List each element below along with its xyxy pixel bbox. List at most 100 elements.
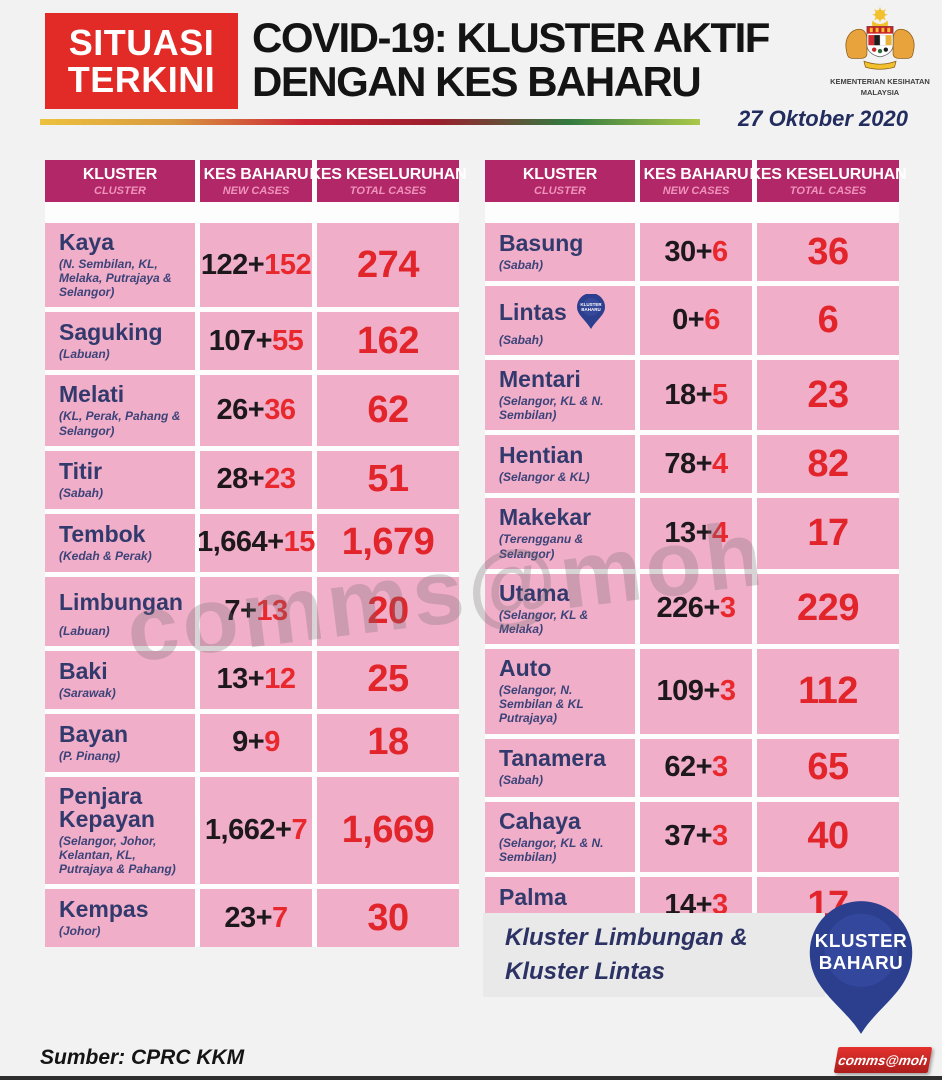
new-cases-cell: 9+ 9: [200, 713, 312, 772]
total-cases-value: 36: [807, 230, 849, 273]
previous-cases-value: 109+: [656, 674, 721, 707]
total-cases-cell: 51: [317, 450, 459, 509]
new-cases-value: 13: [256, 594, 288, 627]
cluster-location: (KL, Perak, Pahang & Selangor): [59, 409, 181, 438]
total-cases-value: 274: [357, 243, 419, 286]
cluster-name: Palma: [499, 883, 567, 910]
header-kes-baharu-label: KES BAHARU: [203, 165, 309, 183]
total-cases-value: 40: [807, 815, 849, 858]
total-cases-cell: 36: [757, 223, 899, 281]
cluster-location: (Terengganu & Selangor): [499, 532, 584, 561]
cluster-location: (Labuan): [59, 623, 110, 638]
cluster-name: Lintas: [499, 298, 567, 325]
cluster-name-cell: Auto (Selangor, N. Sembilan & KL Putraja…: [485, 649, 635, 734]
new-cases-cell: 18+ 5: [640, 360, 752, 431]
comms-moh-label: comms@moh: [837, 1052, 929, 1068]
total-cases-cell: 82: [757, 435, 899, 494]
cluster-name-cell: Limbungan KLUSTER BAHARU (Labuan): [45, 576, 195, 646]
cluster-name-cell: Kaya (N. Sembilan, KL, Melaka, Putrajaya…: [45, 223, 195, 308]
new-cases-cell: 62+ 3: [640, 738, 752, 797]
total-cases-cell: 18: [317, 713, 459, 772]
new-cases-value: 3: [719, 592, 736, 625]
comms-moh-badge: comms@moh: [833, 1047, 933, 1073]
cluster-name-cell: Saguking (Labuan): [45, 312, 195, 371]
column-header-kes-keseluruhan: KES KESELURUHAN TOTAL CASES: [749, 160, 907, 202]
cluster-location: (Labuan): [59, 347, 110, 362]
total-cases-value: 1,669: [341, 809, 435, 852]
new-cases-cell: 13+ 4: [640, 498, 752, 569]
header-kluster-label: KLUSTER: [522, 165, 598, 183]
header-total-cases-sublabel: TOTAL CASES: [789, 184, 867, 197]
total-cases-cell: 25: [317, 650, 459, 709]
cluster-location: (Selangor, KL & N. Sembilan): [499, 394, 604, 423]
new-cases-value: 15: [283, 526, 316, 559]
new-cases-value: 6: [712, 235, 728, 268]
column-header-kluster: KLUSTER CLUSTER: [45, 160, 195, 202]
note-line2: Kluster Lintas: [505, 958, 666, 985]
column-header-kluster: KLUSTER CLUSTER: [485, 160, 635, 202]
total-cases-cell: 30: [317, 889, 459, 948]
title-line1: COVID-19: KLUSTER AKTIF: [252, 14, 770, 61]
new-cases-cell: 37+ 3: [640, 801, 752, 872]
cluster-name-cell: Basung (Sabah): [485, 223, 635, 281]
cluster-name-cell: Penjara Kepayan (Selangor, Johor, Kelant…: [45, 776, 195, 885]
new-cases-value: 12: [264, 663, 296, 696]
header-cluster-sublabel: CLUSTER: [534, 184, 586, 197]
header-kes-baharu-label: KES BAHARU: [643, 165, 749, 183]
cluster-name: Penjara Kepayan: [59, 782, 155, 832]
cluster-location: (Sarawak): [59, 685, 116, 700]
total-cases-cell: 23: [757, 360, 899, 431]
title-line2: DENGAN KES BAHARU: [252, 57, 702, 105]
total-cases-value: 162: [357, 319, 419, 362]
previous-cases-value: 26+: [216, 394, 265, 427]
report-date: 27 Oktober 2020: [738, 106, 908, 131]
header-kluster-label: KLUSTER: [82, 165, 158, 183]
new-cases-value: 4: [712, 517, 728, 550]
cluster-name: Baki: [59, 657, 108, 684]
previous-cases-value: 107+: [208, 324, 273, 357]
cluster-location: (Selangor, KL & Melaka): [499, 607, 589, 636]
header-total-cases-sublabel: TOTAL CASES: [349, 184, 427, 197]
previous-cases-value: 18+: [664, 378, 713, 411]
column-header-kes-baharu: KES BAHARU NEW CASES: [640, 160, 752, 202]
cluster-name: Utama: [499, 579, 570, 606]
new-cases-value: 6: [704, 304, 720, 337]
cluster-name-cell: Melati (KL, Perak, Pahang & Selangor): [45, 375, 195, 446]
new-cases-value: 9: [264, 726, 280, 759]
cluster-name: Cahaya: [499, 807, 581, 834]
new-cases-cell: 1,662+ 7: [200, 776, 312, 885]
badge-line2: TERKINI: [67, 59, 216, 100]
cluster-location: (Selangor, N. Sembilan & KL Putrajaya): [499, 683, 584, 726]
header-kes-keseluruhan-label: KES KESELURUHAN: [749, 165, 907, 183]
new-cases-value: 3: [712, 820, 728, 853]
new-cases-cell: 1,664+ 15: [197, 513, 316, 572]
cluster-name: Limbungan: [59, 589, 183, 616]
total-cases-value: 82: [807, 442, 849, 485]
new-cases-cell: 7+ 13: [200, 576, 312, 646]
cluster-location: (Selangor & KL): [499, 470, 590, 485]
previous-cases-value: 28+: [216, 463, 265, 496]
previous-cases-value: 1,662+: [204, 814, 292, 847]
kluster-baharu-pin-icon: KLUSTER BAHARU: [809, 901, 913, 1034]
total-cases-cell: 6: [757, 286, 899, 356]
previous-cases-value: 37+: [664, 820, 713, 853]
total-cases-value: 229: [797, 587, 859, 630]
previous-cases-value: 13+: [664, 517, 713, 550]
cluster-name: Kempas: [59, 896, 149, 923]
previous-cases-value: 13+: [216, 663, 265, 696]
malaysia-coat-of-arms-icon: [845, 6, 915, 70]
total-cases-cell: 20: [317, 576, 459, 646]
new-cases-value: 23: [264, 463, 296, 496]
situasi-terkini-badge: SITUASI TERKINI: [45, 13, 238, 109]
cluster-location: (N. Sembilan, KL, Melaka, Putrajaya & Se…: [59, 257, 172, 300]
cluster-name: Tanamera: [499, 745, 606, 772]
column-header-kes-keseluruhan: KES KESELURUHAN TOTAL CASES: [309, 160, 467, 202]
new-cases-cell: 107+ 55: [200, 312, 312, 371]
cluster-location: (Sabah): [499, 333, 544, 347]
ministry-name-line1: KEMENTERIAN KESIHATAN: [830, 77, 930, 86]
total-cases-value: 62: [367, 389, 409, 432]
gradient-divider: [40, 119, 700, 125]
previous-cases-value: 122+: [200, 248, 265, 281]
total-cases-cell: 112: [757, 649, 899, 734]
